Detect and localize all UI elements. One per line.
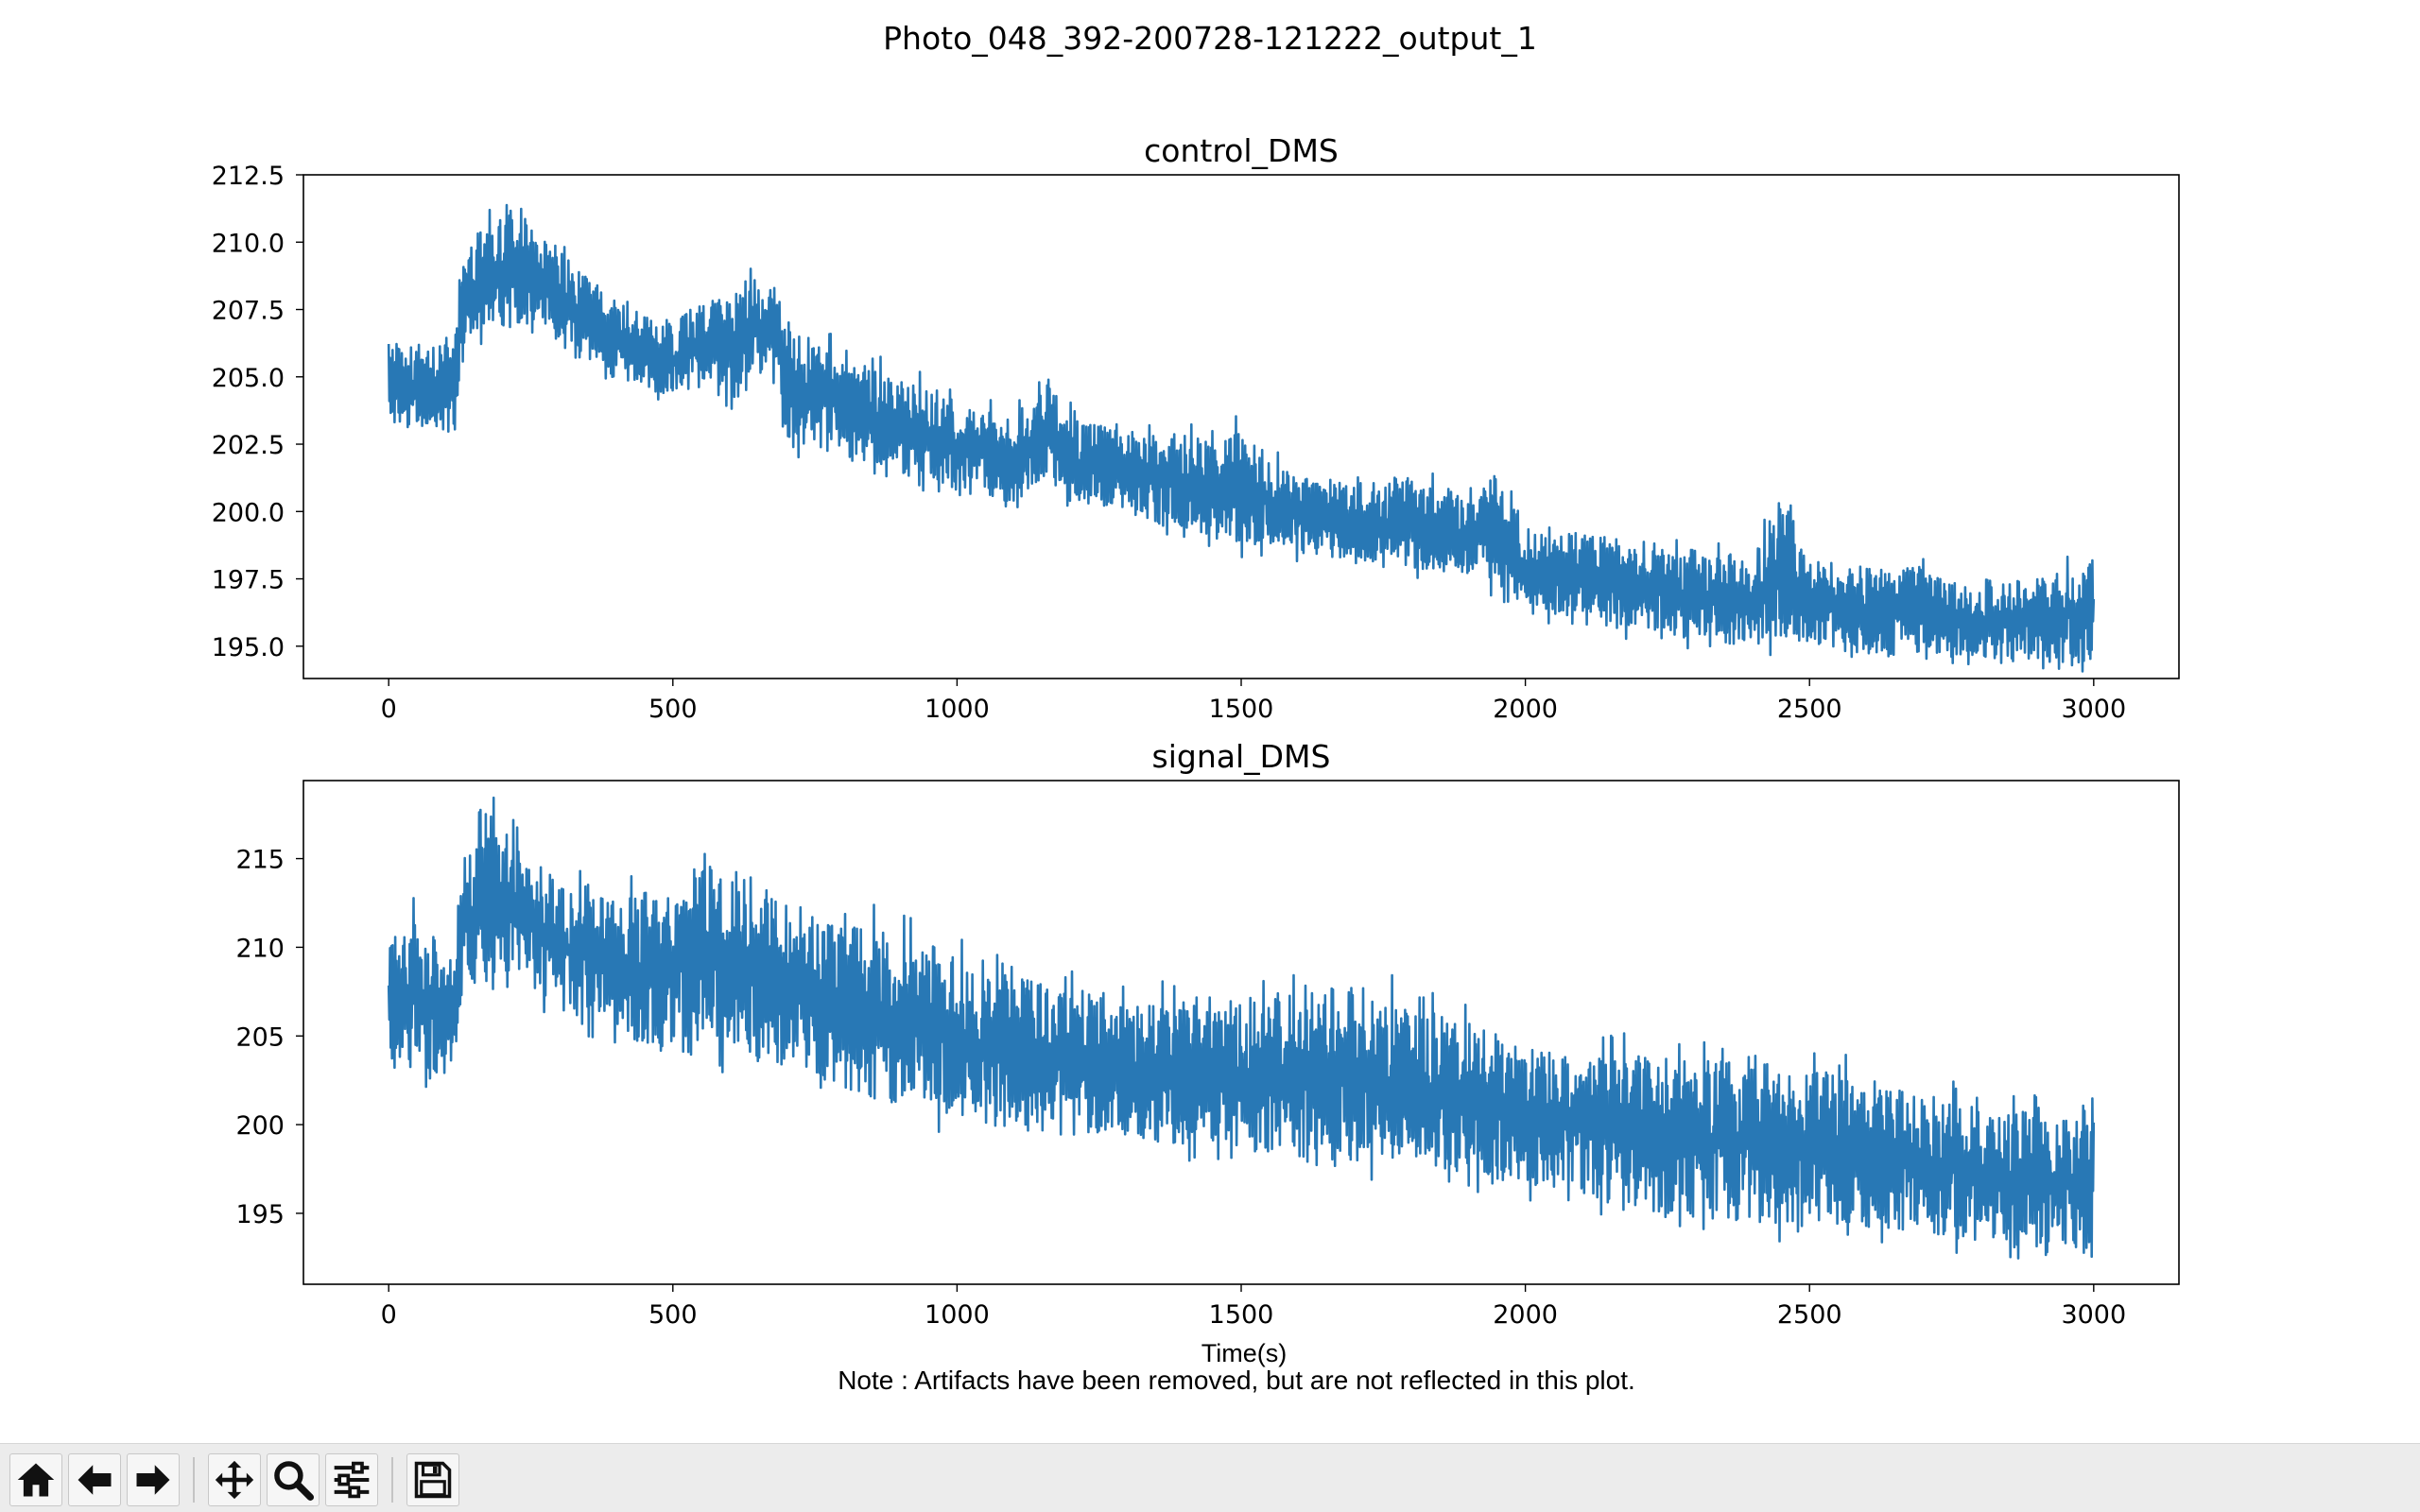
home-icon (17, 1463, 55, 1497)
y-tick-label: 205.0 (212, 364, 285, 393)
y-tick-label: 200.0 (212, 498, 285, 527)
axes-title: signal_DMS (1152, 738, 1331, 775)
navigation-toolbar (0, 1443, 2420, 1512)
sliders-icon (334, 1461, 370, 1499)
y-tick-label: 212.5 (212, 162, 285, 191)
configure-subplots-button[interactable] (325, 1453, 378, 1506)
x-tick-label: 2000 (1493, 695, 1558, 724)
axes-title: control_DMS (1144, 132, 1339, 169)
toolbar-separator (193, 1457, 195, 1503)
series-line (387, 203, 2096, 673)
floppy-disk-icon (414, 1461, 452, 1499)
back-button[interactable] (68, 1453, 121, 1506)
toolbar-separator (391, 1457, 393, 1503)
x-tick-label: 1000 (925, 695, 990, 724)
x-tick-label: 0 (381, 695, 397, 724)
y-tick-label: 205 (235, 1022, 285, 1052)
y-tick-label: 202.5 (212, 431, 285, 460)
x-axis-label: Time(s) (1201, 1339, 1287, 1367)
y-tick-label: 210 (235, 934, 285, 963)
arrow-left-icon (78, 1465, 112, 1495)
save-button[interactable] (406, 1453, 459, 1506)
series-line (387, 796, 2096, 1260)
x-tick-label: 2000 (1493, 1300, 1558, 1330)
x-tick-label: 0 (381, 1300, 397, 1330)
x-tick-label: 500 (648, 1300, 698, 1330)
forward-button[interactable] (127, 1453, 180, 1506)
magnifier-icon (274, 1461, 314, 1501)
y-tick-label: 207.5 (212, 297, 285, 326)
x-tick-label: 500 (648, 695, 698, 724)
x-tick-label: 1500 (1209, 1300, 1274, 1330)
y-tick-label: 210.0 (212, 229, 285, 258)
x-tick-label: 1500 (1209, 695, 1274, 724)
home-button[interactable] (9, 1453, 62, 1506)
y-tick-label: 197.5 (212, 566, 285, 595)
move-icon (215, 1460, 254, 1500)
y-tick-label: 195.0 (212, 633, 285, 662)
y-tick-label: 200 (235, 1111, 285, 1141)
axes-2: signal_DMS 0 500 1000 1500 2000 2500 3000 195 200… (235, 738, 2180, 1367)
figure-svg: Photo_048_392-200728-121222_output_1 con… (212, 20, 2180, 1395)
zoom-button[interactable] (267, 1453, 320, 1506)
x-tick-label: 2500 (1777, 1300, 1842, 1330)
figure-note: Note : Artifacts have been removed, but … (838, 1366, 1635, 1395)
axes-1: control_DMS 0 500 1000 1500 2000 2500 3000 195.0… (212, 132, 2180, 724)
pan-button[interactable] (208, 1453, 261, 1506)
y-tick-label: 215 (235, 846, 285, 875)
x-tick-label: 3000 (2061, 695, 2126, 724)
figure-canvas: Photo_048_392-200728-121222_output_1 con… (211, 20, 2180, 1395)
arrow-right-icon (136, 1465, 170, 1495)
y-tick-label: 195 (235, 1200, 285, 1229)
figure-suptitle: Photo_048_392-200728-121222_output_1 (883, 20, 1537, 57)
x-tick-label: 2500 (1777, 695, 1842, 724)
x-tick-label: 3000 (2061, 1300, 2126, 1330)
x-tick-label: 1000 (925, 1300, 990, 1330)
